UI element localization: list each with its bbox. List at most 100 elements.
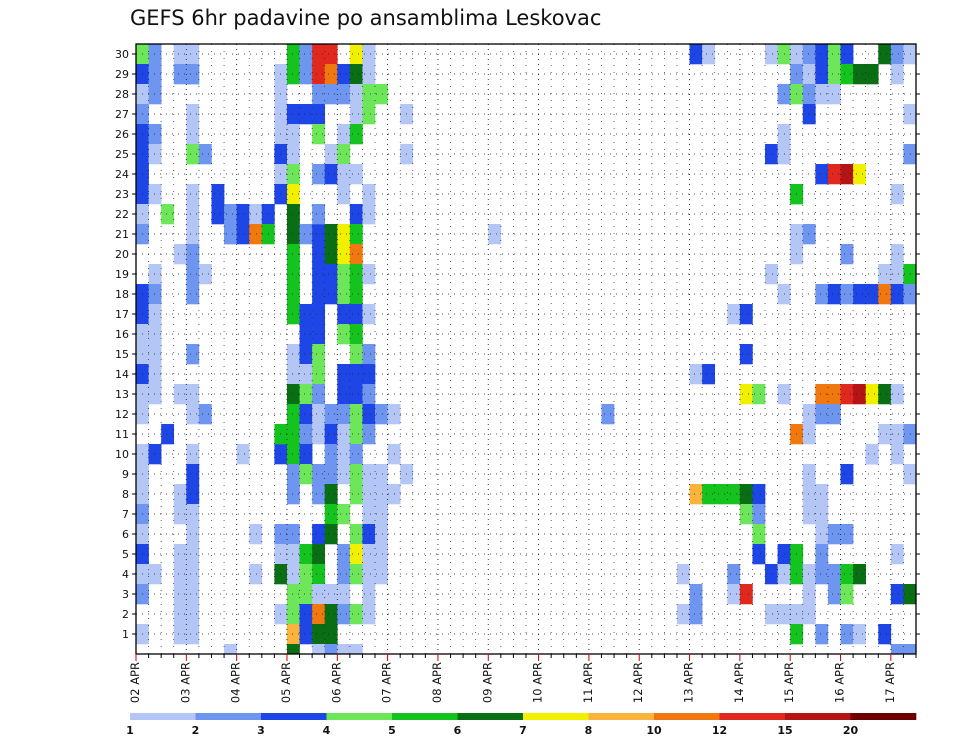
heatmap-cell: [286, 384, 300, 405]
heatmap-cell: [903, 584, 917, 605]
heatmap-cell: [337, 364, 351, 385]
heatmap-cell: [890, 264, 904, 285]
heatmap-cell: [312, 604, 326, 625]
colorbar-label: 5: [388, 724, 396, 737]
heatmap-cell: [312, 84, 326, 105]
y-tick-label: 25: [115, 148, 129, 161]
colorbar-label: 6: [454, 724, 462, 737]
heatmap-cell: [676, 604, 690, 625]
y-tick-label: 9: [122, 468, 129, 481]
heatmap-cell: [349, 404, 363, 425]
heatmap-cell: [324, 164, 338, 185]
heatmap-cell: [827, 524, 841, 545]
y-axis-ticks: 1234567891011121314151617181920212223242…: [115, 48, 920, 641]
heatmap-cell: [337, 144, 351, 165]
heatmap-cell: [815, 404, 829, 425]
heatmap-cell: [173, 384, 187, 405]
colorbar-segment: [523, 713, 589, 720]
chart-title: GEFS 6hr padavine po ansamblima Leskovac: [130, 6, 602, 30]
heatmap-cell: [903, 464, 917, 485]
x-tick-label: 09 APR: [480, 662, 494, 703]
heatmap-cell: [148, 344, 162, 365]
heatmap-cell: [299, 224, 313, 245]
heatmap-cell: [286, 344, 300, 365]
heatmap-cell: [148, 324, 162, 345]
heatmap-cell: [840, 524, 854, 545]
y-tick-label: 24: [115, 168, 129, 181]
heatmap-cell: [286, 404, 300, 425]
heatmap-cell: [337, 284, 351, 305]
heatmap-cell: [299, 444, 313, 465]
heatmap-cell: [827, 164, 841, 185]
heatmap-cell: [802, 584, 816, 605]
heatmap-cell: [903, 144, 917, 165]
heatmap-cell: [173, 484, 187, 505]
y-tick-label: 4: [122, 568, 129, 581]
heatmap-cell: [249, 224, 263, 245]
heatmap-cell: [148, 304, 162, 325]
heatmap-cell: [815, 64, 829, 85]
colorbar-label: 15: [777, 724, 792, 737]
heatmap-cell: [601, 404, 615, 425]
heatmap-cell: [337, 264, 351, 285]
heatmap-cell: [765, 564, 778, 585]
heatmap-cell: [286, 364, 300, 385]
heatmap-cell: [349, 424, 363, 445]
colorbar: 1 2 3 4 5 6 7 8 10 12 15 20: [126, 713, 917, 737]
heatmap-cell: [186, 284, 200, 305]
heatmap-cell: [349, 304, 363, 325]
heatmap-cell: [827, 284, 841, 305]
heatmap-cell: [689, 44, 703, 65]
x-tick-label: 16 APR: [833, 662, 847, 703]
heatmap-cell: [299, 544, 313, 565]
heatmap-cell: [148, 264, 162, 285]
heatmap-cell: [815, 484, 829, 505]
heatmap-cell: [903, 264, 917, 285]
heatmap-cell: [148, 444, 162, 465]
heatmap-cell: [173, 624, 187, 645]
heatmap-cell: [349, 524, 363, 545]
heatmap-cell: [802, 84, 816, 105]
heatmap-cell: [236, 444, 250, 465]
heatmap-cell: [312, 544, 326, 565]
heatmap-cell: [148, 564, 162, 585]
y-tick-label: 16: [115, 328, 129, 341]
heatmap-cell: [815, 544, 829, 565]
heatmap-cell: [186, 444, 200, 465]
heatmap-cell: [802, 424, 816, 445]
heatmap-cell: [186, 544, 200, 565]
heatmap-cell: [752, 544, 766, 565]
heatmap-cell: [752, 504, 766, 525]
heatmap-cell: [312, 344, 326, 365]
heatmap-cells: [136, 44, 917, 655]
heatmap-cell: [337, 444, 351, 465]
y-tick-label: 3: [122, 588, 129, 601]
heatmap-cell: [802, 604, 816, 625]
heatmap-cell: [337, 124, 351, 145]
heatmap-cell: [815, 384, 829, 405]
heatmap-cell: [337, 84, 351, 105]
heatmap-cell: [186, 384, 200, 405]
heatmap-cell: [349, 464, 363, 485]
heatmap-cell: [702, 364, 716, 385]
heatmap-cell: [337, 184, 351, 205]
heatmap-cell: [148, 384, 162, 405]
heatmap-cell: [337, 564, 351, 585]
y-tick-label: 19: [115, 268, 129, 281]
heatmap-cell: [349, 284, 363, 305]
heatmap-cell: [299, 584, 313, 605]
heatmap-cell: [173, 544, 187, 565]
y-tick-label: 26: [115, 128, 129, 141]
heatmap-cell: [865, 444, 879, 465]
heatmap-cell: [362, 544, 376, 565]
heatmap-cell: [286, 124, 300, 145]
colorbar-label: 2: [192, 724, 200, 737]
heatmap-cell: [840, 244, 854, 265]
y-tick-label: 2: [122, 608, 129, 621]
heatmap-cell: [739, 344, 753, 365]
heatmap-cell: [337, 604, 351, 625]
y-tick-label: 12: [115, 408, 129, 421]
heatmap-cell: [186, 204, 200, 225]
heatmap-cell: [286, 44, 300, 65]
